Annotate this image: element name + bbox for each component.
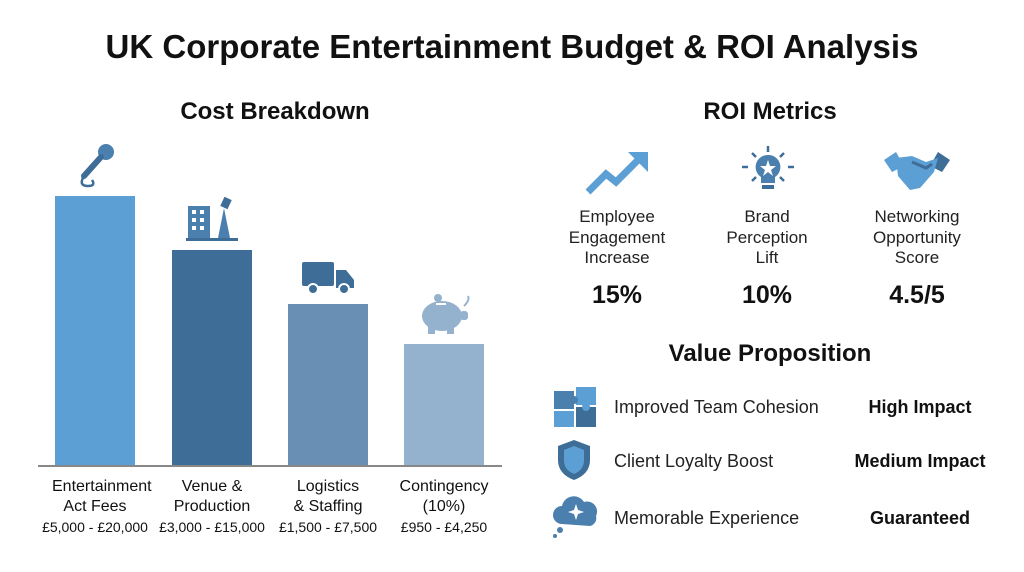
category-label: Contingency (10%) <box>399 478 489 515</box>
value-item-label: Client Loyalty Boost <box>614 451 774 471</box>
category-label: Logistics & Staffing <box>293 478 363 515</box>
metric-label: Brand Perception Lift <box>726 207 808 267</box>
metric-label: Networking Opportunity Score <box>873 207 961 267</box>
impact-rating: Guaranteed <box>869 508 971 528</box>
cost-range: £1,500 - £7,500 <box>278 519 378 535</box>
baseline <box>38 465 502 467</box>
bar-3 <box>288 303 368 465</box>
roi-metrics-title: ROI Metrics <box>703 98 837 125</box>
truck-icon <box>302 262 354 295</box>
value-proposition-title: Value Proposition <box>668 340 872 367</box>
metric-value: 10% <box>741 281 793 309</box>
bar-1 <box>55 196 135 465</box>
metric-value: 4.5/5 <box>889 281 945 309</box>
cost-breakdown-title: Cost Breakdown <box>180 98 370 125</box>
impact-rating: High Impact <box>868 397 972 417</box>
page-title: UK Corporate Entertainment Budget & ROI … <box>105 28 919 65</box>
cost-range: £3,000 - £15,000 <box>159 519 265 535</box>
microphone-icon <box>80 144 114 188</box>
piggy-bank-icon <box>422 294 470 334</box>
value-item-label: Memorable Experience <box>614 508 800 528</box>
lightbulb-star-icon <box>742 146 794 189</box>
impact-rating: Medium Impact <box>854 451 986 471</box>
venue-building-icon <box>186 196 238 241</box>
value-item-label: Improved Team Cohesion <box>614 397 819 417</box>
puzzle-icon <box>554 387 596 427</box>
bar-2 <box>172 249 252 465</box>
metric-label: Employee Engagement Increase <box>568 207 666 267</box>
shield-icon <box>558 440 590 480</box>
category-label: Entertainment Act Fees <box>52 478 152 515</box>
category-label: Venue & Production <box>173 478 251 515</box>
cost-range: £950 - £4,250 <box>400 519 488 535</box>
metric-value: 15% <box>591 281 643 309</box>
handshake-icon <box>884 152 950 190</box>
thought-cloud-icon <box>553 496 598 538</box>
bar-4 <box>404 343 484 465</box>
cost-range: £5,000 - £20,000 <box>42 519 148 535</box>
trend-arrow-icon <box>585 152 648 195</box>
